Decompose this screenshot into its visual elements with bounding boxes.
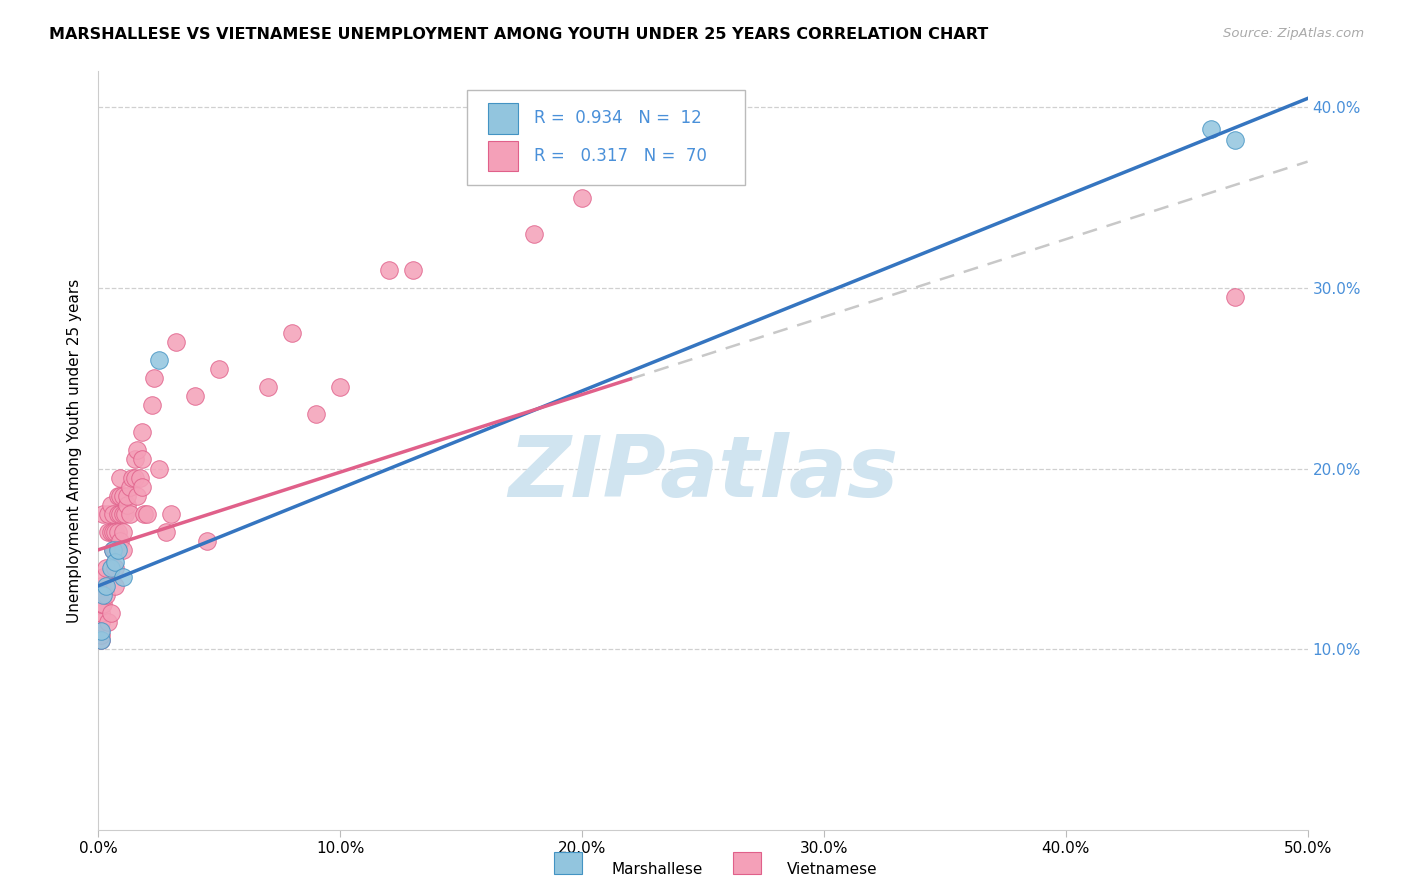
Point (94, 579, 117, 593)
Point (90, 627, 112, 641)
Point (94, 588, 117, 602)
Point (377, 263, 399, 277)
Point (90, 624, 112, 638)
Point (91, 588, 114, 602)
Point (208, 362, 231, 376)
Point (108, 507, 131, 521)
Point (107, 524, 129, 539)
Point (117, 489, 139, 503)
Point (97, 524, 120, 539)
Point (90, 579, 112, 593)
Point (100, 524, 122, 539)
Text: R =   0.317   N =  70: R = 0.317 N = 70 (534, 147, 707, 165)
Point (101, 542, 124, 557)
Point (108, 533, 131, 548)
Point (184, 389, 207, 403)
Point (134, 507, 156, 521)
Point (104, 555, 127, 569)
Point (114, 507, 136, 521)
Point (111, 570, 134, 584)
Text: Vietnamese: Vietnamese (787, 863, 877, 877)
Point (91, 597, 114, 611)
Point (104, 542, 127, 557)
Point (107, 542, 129, 557)
Point (100, 498, 122, 512)
Point (124, 470, 146, 484)
Point (100, 606, 122, 620)
Point (107, 507, 129, 521)
Bar (488, 141, 517, 171)
Point (165, 335, 187, 350)
Point (111, 489, 134, 503)
Point (148, 353, 170, 368)
Point (131, 425, 153, 440)
Point (94, 561, 117, 575)
Point (91, 570, 114, 584)
Point (104, 524, 127, 539)
Point (131, 452, 153, 467)
Point (1223, 133, 1246, 147)
Point (90, 633, 112, 648)
Point (90, 615, 112, 629)
Text: R =  0.934   N =  12: R = 0.934 N = 12 (534, 110, 702, 128)
Point (101, 524, 124, 539)
Point (131, 479, 153, 493)
Point (90, 633, 112, 648)
Point (329, 380, 352, 394)
Point (155, 524, 177, 539)
Point (108, 489, 131, 503)
Point (619, 154, 641, 169)
Point (90, 606, 112, 620)
Text: Source: ZipAtlas.com: Source: ZipAtlas.com (1223, 27, 1364, 40)
Point (104, 561, 127, 575)
Point (101, 507, 124, 521)
Point (90, 597, 112, 611)
Bar (488, 103, 517, 134)
Point (127, 443, 149, 458)
Point (111, 507, 134, 521)
Point (571, 191, 593, 205)
Point (107, 489, 129, 503)
Text: ZIPatlas: ZIPatlas (508, 432, 898, 515)
Point (523, 227, 546, 241)
Point (141, 398, 163, 412)
Point (160, 507, 183, 521)
Point (111, 524, 134, 539)
Bar (554, 852, 582, 874)
Point (124, 452, 146, 467)
Point (100, 561, 122, 575)
Point (195, 533, 218, 548)
Point (305, 408, 328, 422)
Point (104, 579, 127, 593)
Point (135, 507, 157, 521)
Point (111, 542, 134, 557)
Point (256, 380, 278, 394)
Point (127, 489, 149, 503)
Point (402, 263, 425, 277)
Text: MARSHALLESE VS VIETNAMESE UNEMPLOYMENT AMONG YOUTH UNDER 25 YEARS CORRELATION CH: MARSHALLESE VS VIETNAMESE UNEMPLOYMENT A… (49, 27, 988, 42)
Text: Marshallese: Marshallese (612, 863, 703, 877)
FancyBboxPatch shape (467, 90, 745, 186)
Y-axis label: Unemployment Among Youth under 25 years: Unemployment Among Youth under 25 years (67, 278, 83, 623)
Point (281, 326, 304, 340)
Point (117, 498, 139, 512)
Point (1223, 290, 1246, 304)
Point (121, 470, 143, 484)
Point (97, 615, 120, 629)
Point (148, 461, 170, 475)
Point (128, 470, 150, 484)
Point (118, 507, 141, 521)
Point (101, 542, 124, 557)
Point (118, 479, 141, 493)
Bar (733, 852, 761, 874)
Point (91, 507, 114, 521)
Point (97, 507, 120, 521)
Point (1199, 122, 1222, 136)
Point (108, 470, 131, 484)
Point (143, 371, 166, 385)
